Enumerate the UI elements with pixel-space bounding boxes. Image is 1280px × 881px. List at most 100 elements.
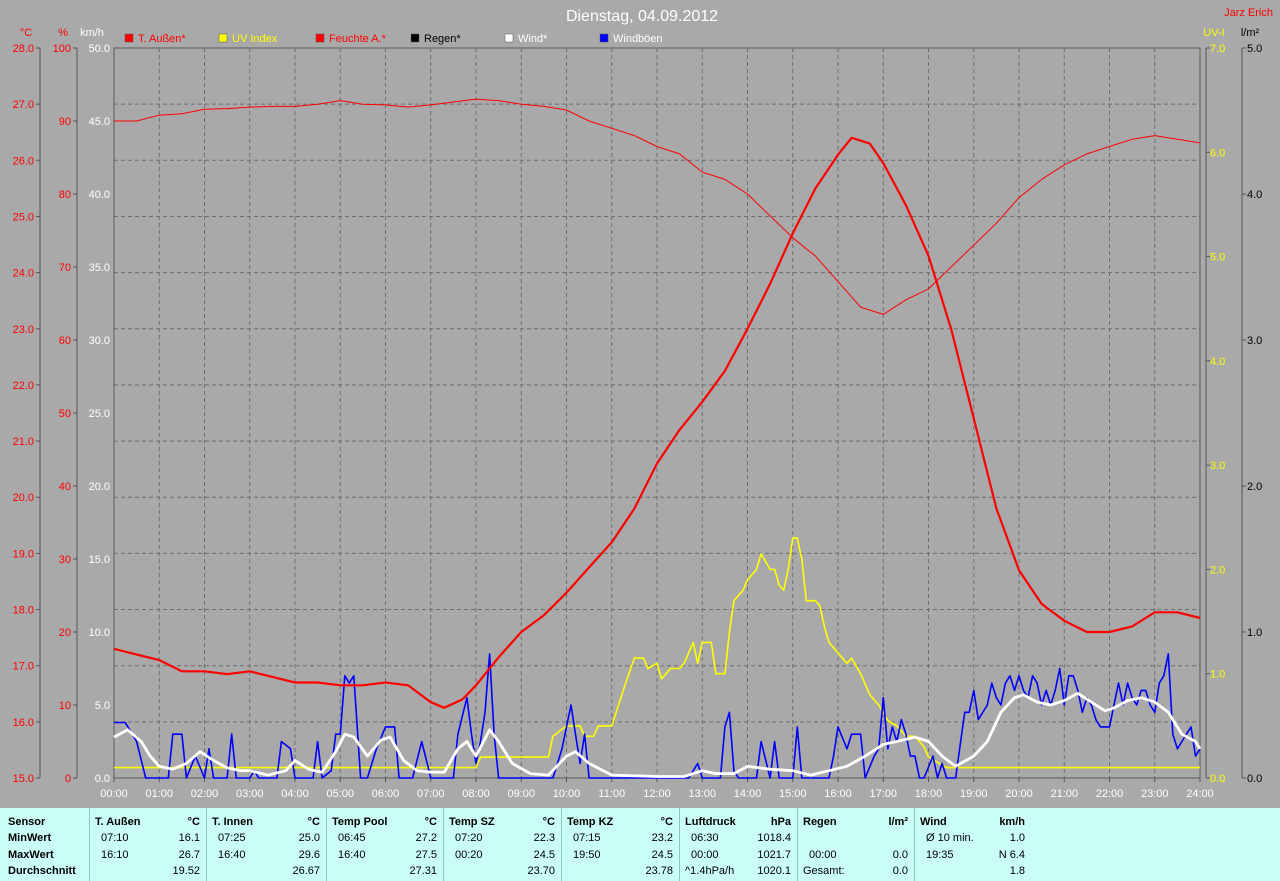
stats-column-unit: °C: [542, 816, 555, 828]
x-tick-label: 18:00: [915, 788, 943, 800]
stats-column-title: Luftdruck: [685, 816, 736, 828]
temp-tick-label: 26.0: [13, 155, 34, 167]
legend-swatch: [410, 33, 420, 43]
stats-avg-value: 26.67: [292, 865, 320, 877]
humidity-tick-label: 0: [65, 773, 71, 785]
stats-max-time: 00:00: [691, 849, 719, 861]
x-tick-label: 20:00: [1005, 788, 1033, 800]
stats-min-time: 07:20: [455, 832, 483, 844]
x-tick-label: 00:00: [100, 788, 128, 800]
stats-min-value: 16.1: [178, 832, 200, 844]
uv-tick-label: 7.0: [1210, 43, 1225, 55]
stats-column-title: Temp SZ: [449, 816, 495, 828]
temp-tick-label: 19.0: [13, 548, 34, 560]
x-tick-label: 16:00: [824, 788, 852, 800]
series: [113, 98, 1202, 779]
stats-row-label: MaxWert: [8, 849, 54, 861]
stats-min-value: 22.3: [533, 832, 555, 844]
temp-tick-label: 15.0: [13, 773, 34, 785]
stats-panel: Sensor MinWert MaxWert Durchschnitt T. Außen…: [0, 808, 1280, 881]
stats-min-value: 25.0: [298, 832, 320, 844]
series-line-wind-: [113, 691, 1202, 778]
x-tick-label: 01:00: [145, 788, 173, 800]
stats-max-time: 19:35: [926, 849, 954, 861]
humidity-tick-label: 40: [59, 481, 71, 493]
rain-tick-label: 4.0: [1247, 189, 1262, 201]
legend-swatch: [315, 33, 325, 43]
temp-tick-label: 17.0: [13, 661, 34, 673]
rain-tick-label: 1.0: [1247, 627, 1262, 639]
wind-tick-label: 15.0: [89, 554, 110, 566]
stats-column-separator: [914, 808, 915, 881]
humidity-tick-label: 100: [53, 43, 71, 55]
x-tick-label: 13:00: [688, 788, 716, 800]
stats-max-value: 24.5: [533, 849, 555, 861]
rain-axis-unit: l/m²: [1241, 27, 1260, 39]
x-tick-label: 10:00: [553, 788, 581, 800]
legend-label: Feuchte A.*: [329, 33, 387, 45]
stats-column-separator: [443, 808, 444, 881]
humidity-tick-label: 30: [59, 554, 71, 566]
wind-tick-label: 0.0: [95, 773, 110, 785]
stats-row-label: Sensor: [8, 816, 46, 828]
rain-tick-label: 3.0: [1247, 335, 1262, 347]
stats-min-time: 07:15: [573, 832, 601, 844]
rain-tick-label: 0.0: [1247, 773, 1262, 785]
wind-tick-label: 40.0: [89, 189, 110, 201]
x-tick-label: 08:00: [462, 788, 490, 800]
stats-min-value: 23.2: [651, 832, 673, 844]
stats-column-separator: [89, 808, 90, 881]
stats-max-value: 1021.7: [757, 849, 791, 861]
legend-swatch: [124, 33, 134, 43]
stats-avg-value: 1020.1: [757, 865, 791, 877]
stats-max-value: 27.5: [415, 849, 437, 861]
stats-avg-value: 23.78: [645, 865, 673, 877]
humidity-tick-label: 20: [59, 627, 71, 639]
x-tick-label: 14:00: [734, 788, 762, 800]
legend: T. Außen* UV Index Feuchte A.* Regen* Wind* W…: [124, 33, 663, 45]
wind-tick-label: 50.0: [89, 43, 110, 55]
x-tick-label: 19:00: [960, 788, 988, 800]
x-tick-label: 06:00: [372, 788, 400, 800]
stats-avg-value: 1.8: [1009, 865, 1025, 877]
stats-column-separator: [797, 808, 798, 881]
stats-column-title: T. Innen: [212, 816, 253, 828]
grid: [114, 48, 1200, 778]
x-tick-label: 09:00: [507, 788, 535, 800]
stats-row-label: Durchschnitt: [8, 865, 76, 877]
stats-column-title: Regen: [803, 816, 837, 828]
temp-tick-label: 27.0: [13, 99, 34, 111]
stats-column-separator: [206, 808, 207, 881]
stats-max-time: 16:40: [338, 849, 366, 861]
rain-tick-label: 2.0: [1247, 481, 1262, 493]
x-tick-label: 05:00: [326, 788, 354, 800]
legend-label: Regen*: [424, 33, 461, 45]
stats-column-unit: hPa: [770, 816, 791, 828]
uv-tick-label: 3.0: [1210, 460, 1225, 472]
x-tick-label: 03:00: [236, 788, 264, 800]
uv-axis-unit: UV-I: [1203, 27, 1224, 39]
stats-column-unit: °C: [660, 816, 673, 828]
stats-max-time: 00:20: [455, 849, 483, 861]
stats-max-time: 16:10: [101, 849, 129, 861]
stats-column-unit: l/m²: [888, 816, 908, 828]
wind-tick-label: 45.0: [89, 116, 110, 128]
stats-column-title: Wind: [920, 816, 947, 828]
stats-column-unit: km/h: [999, 816, 1025, 828]
x-tick-label: 21:00: [1050, 788, 1078, 800]
uv-tick-label: 1.0: [1210, 669, 1225, 681]
wind-tick-label: 35.0: [89, 262, 110, 274]
humidity-tick-label: 10: [59, 700, 71, 712]
humidity-tick-label: 80: [59, 189, 71, 201]
temp-tick-label: 23.0: [13, 324, 34, 336]
temp-axis-unit: °C: [20, 27, 32, 39]
series-line-feuchte-a-: [114, 98, 1201, 315]
stats-column-title: Temp Pool: [332, 816, 388, 828]
uv-tick-label: 0.0: [1210, 773, 1225, 785]
stats-max-value: 29.6: [298, 849, 320, 861]
stats-min-time: 06:30: [691, 832, 719, 844]
uv-tick-label: 4.0: [1210, 356, 1225, 368]
legend-swatch: [218, 33, 228, 43]
x-tick-label: 02:00: [191, 788, 219, 800]
temp-tick-label: 20.0: [13, 492, 34, 504]
